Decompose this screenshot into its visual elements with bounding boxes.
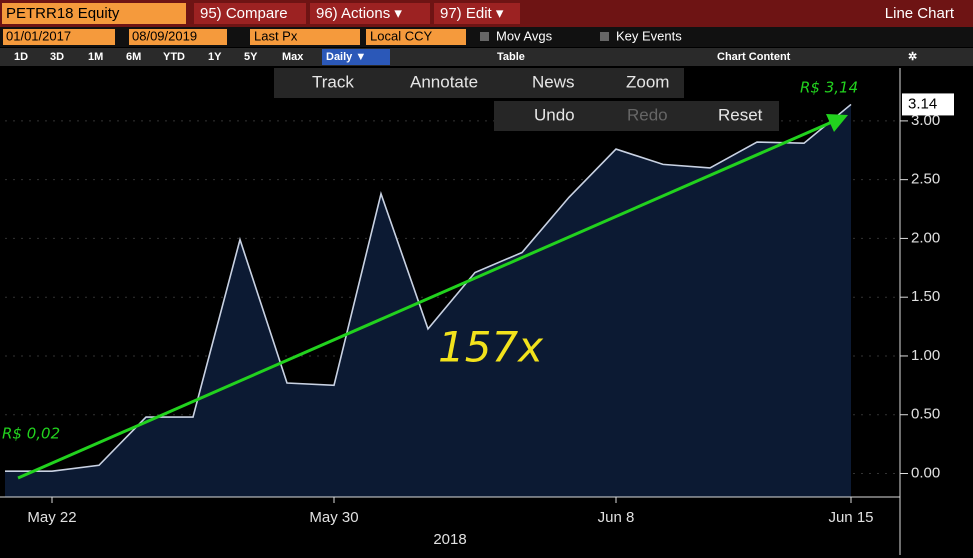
period-bar: [0, 48, 973, 66]
y-tick-label: 2.00: [911, 229, 940, 246]
start-date-field[interactable]: [3, 29, 115, 45]
plot: 0.00 0.50 1.00 1.50 2.00 2.50 3.00 May 22 May 30…: [0, 68, 954, 555]
tool-button[interactable]: Zoom: [626, 72, 669, 91]
period-button[interactable]: 1Y: [208, 51, 222, 63]
tools: Track Annotate News Zoom Undo Redo Reset: [312, 72, 763, 124]
period-buttons: 1D 3D 1M 6M YTD 1Y 5Y Max: [14, 51, 304, 63]
line: [5, 103, 852, 472]
end-annotation: R$ 3,14: [800, 79, 858, 97]
currency-select[interactable]: [366, 29, 466, 45]
y-tick-label: 3.00: [911, 112, 940, 129]
multiple-annotation: 157x: [438, 323, 544, 372]
period-button[interactable]: 3D: [50, 51, 64, 63]
frequency: Daily ▼: [326, 51, 366, 63]
history-button[interactable]: Undo: [534, 105, 575, 124]
period-button[interactable]: 1M: [88, 51, 103, 63]
mov-avgs-checkbox[interactable]: [480, 32, 489, 41]
period-button[interactable]: 5Y: [244, 51, 258, 63]
trend-arrow: [17, 120, 833, 480]
field: Last Px: [254, 28, 298, 43]
view-name: Line Chart: [885, 5, 955, 22]
tool-button[interactable]: Annotate: [410, 72, 478, 91]
start-date: 01/01/2017: [6, 28, 71, 43]
settings-icon[interactable]: ✲: [908, 51, 917, 63]
x-tick-label: May 22: [27, 509, 76, 526]
x-tick-label: Jun 15: [828, 509, 873, 526]
tool-bar: [274, 68, 684, 98]
y-tick-label: 2.50: [911, 171, 940, 188]
actions-button[interactable]: [310, 3, 430, 24]
x-tick-label: May 30: [309, 509, 358, 526]
key-events-checkbox[interactable]: [600, 32, 609, 41]
last-value-label: 3.14: [908, 95, 937, 112]
tool-button[interactable]: Track: [312, 72, 354, 91]
period-button[interactable]: 6M: [126, 51, 141, 63]
tool-button[interactable]: News: [532, 72, 575, 91]
period-button[interactable]: YTD: [163, 51, 185, 63]
y-tick-label: 1.00: [911, 347, 940, 364]
period-button[interactable]: 1D: [14, 51, 28, 63]
end-date-field[interactable]: [129, 29, 227, 45]
arrow-head: [826, 114, 848, 132]
y-tick-label: 0.50: [911, 406, 940, 423]
ticker: PETRR18 Equity: [6, 5, 120, 22]
x-axis-label: 2018: [433, 531, 466, 548]
table: Table: [497, 51, 525, 63]
edit: 97) Edit ▾: [440, 5, 504, 22]
chart-content: Chart Content: [717, 51, 791, 63]
end-date: 08/09/2019: [132, 28, 197, 43]
currency: Local CCY: [370, 28, 432, 43]
frequency-button[interactable]: [322, 49, 390, 65]
y-tick-label: 0.00: [911, 464, 940, 481]
mov-avgs: Mov Avgs: [496, 28, 553, 43]
area: [5, 104, 851, 498]
history-button[interactable]: Redo: [627, 105, 668, 124]
last-value-box: [902, 93, 954, 116]
compare: 95) Compare: [200, 5, 288, 22]
actions: 96) Actions ▾: [316, 5, 402, 22]
period-button[interactable]: Max: [282, 51, 304, 63]
key-events: Key Events: [616, 28, 682, 43]
history-bar: [494, 101, 779, 131]
ticker-field[interactable]: [2, 3, 186, 24]
compare-button[interactable]: [194, 3, 306, 24]
history-button[interactable]: Reset: [718, 105, 763, 124]
field-select[interactable]: [250, 29, 360, 45]
start-annotation: R$ 0,02: [2, 425, 60, 443]
y-tick-label: 1.50: [911, 288, 940, 305]
edit-button[interactable]: [434, 3, 520, 24]
x-tick-label: Jun 8: [598, 509, 635, 526]
